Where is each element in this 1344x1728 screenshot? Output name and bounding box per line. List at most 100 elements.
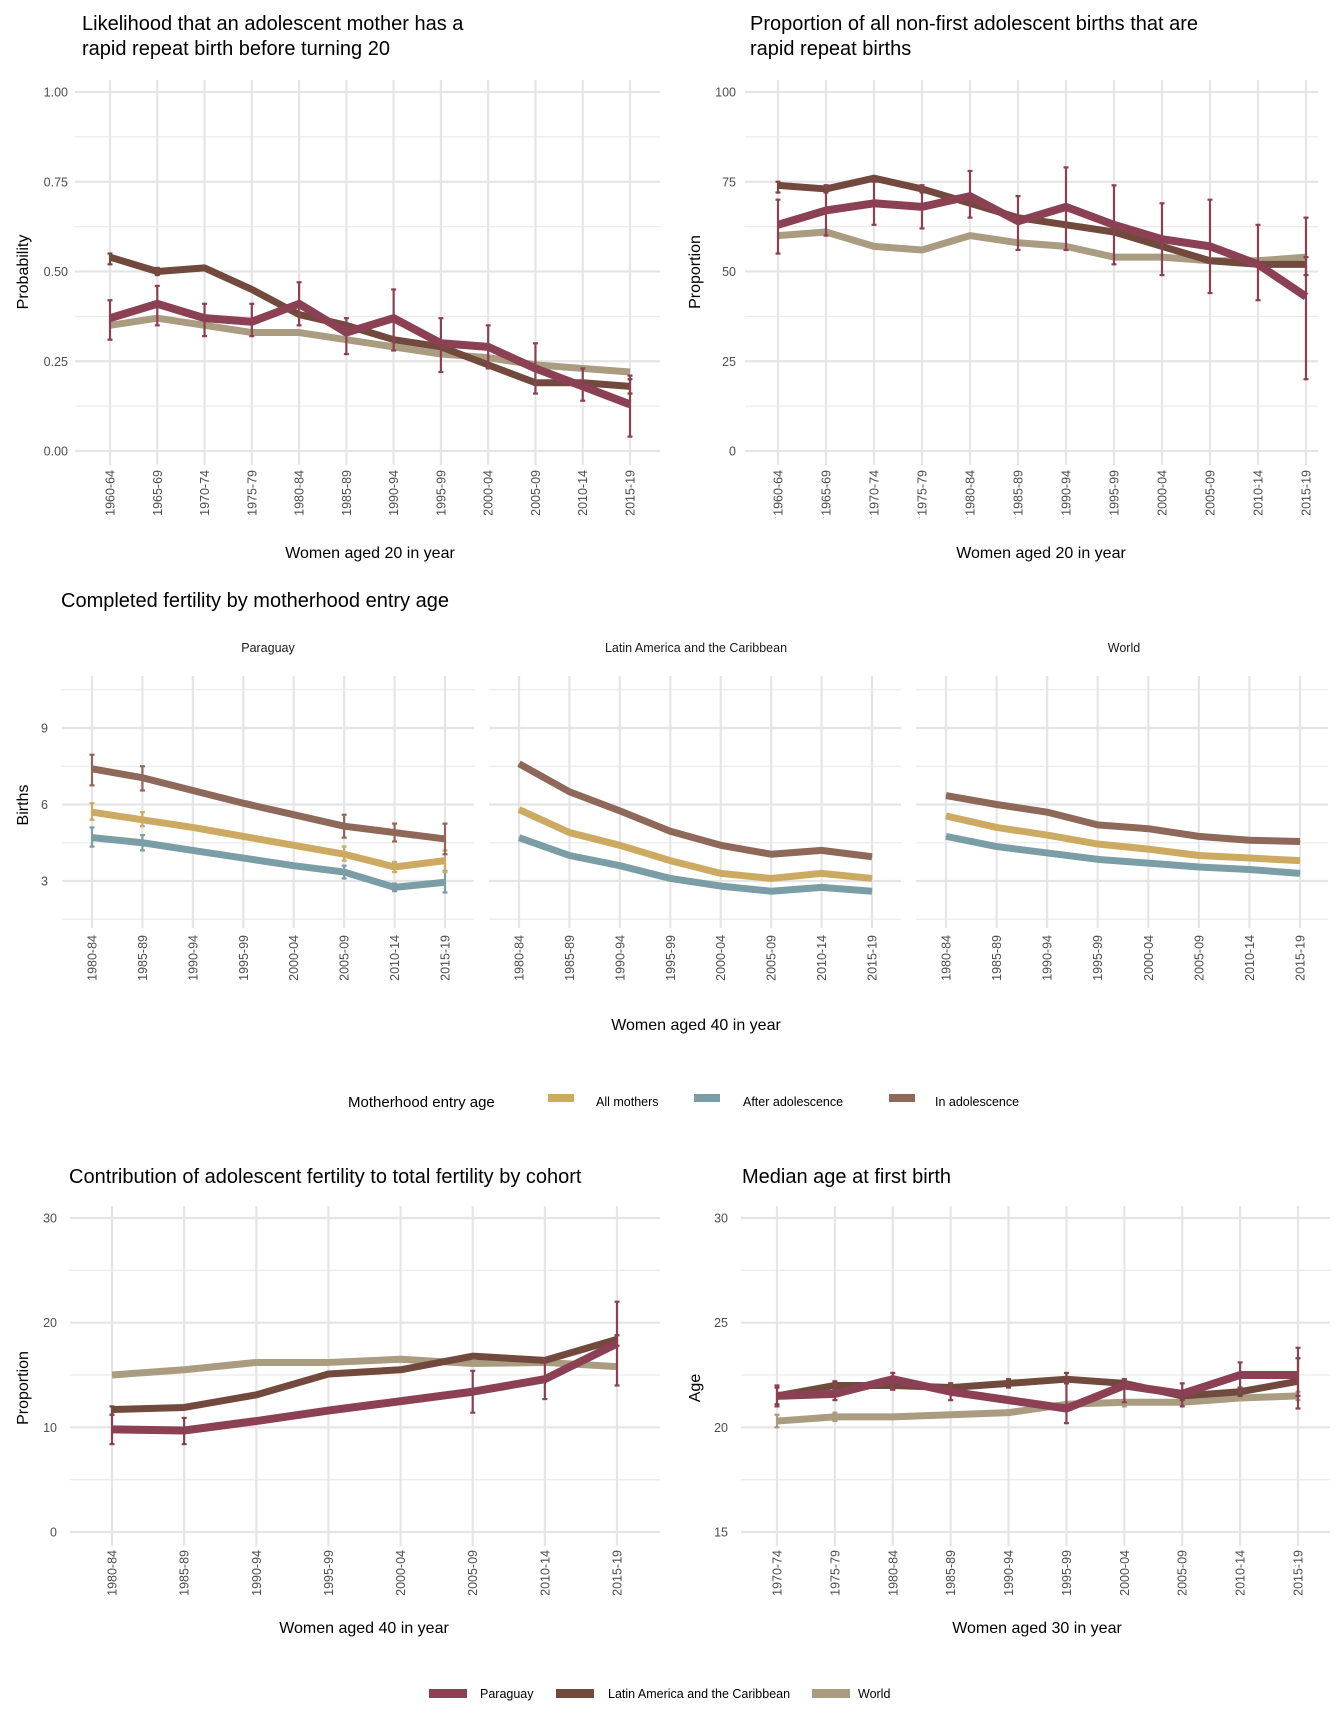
error-bar [341,813,347,839]
legend-label-lac: Latin America and the Caribbean [608,1687,790,1701]
error-bar [341,845,347,862]
plot-panel: 1980-84 1985-89 1990-94 1995-99 2000-04 2005-… [916,676,1328,981]
error-bar [139,811,145,828]
error-bar [109,1413,115,1446]
error-bar [442,822,448,856]
error-bar [948,1382,954,1402]
legend-region: Paraguay Latin America and the Caribbean… [429,1687,890,1701]
x-axis-title: Women aged 20 in year [285,545,455,562]
x-tick-label: 2000-04 [1156,470,1170,516]
data-point [293,814,295,816]
y-tick-label: 0 [729,445,736,459]
data-point [1147,828,1149,830]
series-line-paraguay [108,299,632,409]
x-tick-label: 2005-09 [1176,1550,1190,1596]
x-tick-label: 2010-14 [388,935,402,981]
y-tick-label: 25 [722,355,736,369]
plot-panel: 0.00 0.25 0.50 0.75 1.00 1960-64 1965-69 1970-7… [44,80,660,516]
y-tick-label: 9 [41,722,48,736]
y-axis-title: Proportion [687,235,704,309]
x-tick-label: 1980-84 [86,935,100,981]
y-tick-label: 20 [43,1316,57,1330]
data-point [669,830,671,832]
data-point [518,837,520,839]
x-tick-label: 1975-79 [245,470,259,516]
error-bar [890,1371,896,1391]
x-tick-label: 1990-94 [613,935,627,981]
data-point [871,877,873,879]
data-point [400,1400,402,1402]
error-bar [1063,166,1069,252]
x-tick-label: 1985-89 [944,1550,958,1596]
x-tick-label: 1990-94 [1060,470,1074,516]
y-axis-title: Age [687,1374,704,1403]
error-bar [1121,1378,1127,1404]
data-point [192,849,194,851]
error-bar [919,184,925,230]
data-point [298,332,300,334]
y-tick-label: 10 [43,1421,57,1435]
data-point [1147,862,1149,864]
data-point [720,872,722,874]
x-tick-label: 2010-14 [576,470,590,516]
error-bar [542,1358,548,1401]
y-axis-title: Probability [15,235,32,310]
error-bar [343,317,349,356]
error-bar [774,1384,780,1408]
data-point [1097,843,1099,845]
data-point [1008,1412,1010,1414]
y-tick-label: 100 [715,86,736,100]
error-bar [1295,1346,1301,1410]
y-tick-label: 0 [50,1526,57,1540]
x-tick-label: 1995-99 [434,470,448,516]
data-point [1147,848,1149,850]
series-paraguay [775,166,1309,381]
chart-adolescent-contribution: Contribution of adolescent fertility to … [15,1166,660,1637]
y-tick-label: 75 [722,175,736,189]
x-tick-label: 1975-79 [916,470,930,516]
series-in-adolescence [89,753,448,856]
data-point [669,860,671,862]
series-all-mothers [89,802,448,874]
data-point [996,846,998,848]
error-bar [249,302,255,338]
legend-label-all-mothers: All mothers [596,1095,659,1109]
data-point [921,249,923,251]
error-bar [532,342,538,395]
series-in-adolescence [945,792,1301,845]
error-bar [627,374,633,438]
x-tick-label: 1965-69 [151,470,165,516]
data-point [969,235,971,237]
x-tick-label: 2005-09 [1204,470,1218,516]
data-point [255,1394,257,1396]
error-bar [614,1300,620,1387]
error-bar [1179,1382,1185,1408]
error-bar [1006,1378,1012,1389]
series-line-paraguay [776,192,1309,300]
x-tick-label: 2015-19 [1292,1550,1306,1596]
data-point [770,877,772,879]
data-point [1097,824,1099,826]
data-point [1008,1399,1010,1401]
x-tick-label: 1985-89 [1012,470,1026,516]
y-tick-label: 50 [722,265,736,279]
data-point [1097,858,1099,860]
series-line-in-adolescence [517,760,873,861]
y-tick-label: 6 [41,798,48,812]
chart-rapid-repeat-likelihood: Likelihood that an adolescent mother has… [15,13,660,562]
error-bar [1207,198,1213,295]
series-line-after-adolescence [517,834,873,895]
x-tick-label: 2005-09 [529,470,543,516]
x-tick-label: 1960-64 [104,470,118,516]
chart-title-line-1: Likelihood that an adolescent mother has… [82,13,464,35]
x-tick-label: 1995-99 [1060,1550,1074,1596]
x-tick-label: 2000-04 [1118,1550,1132,1596]
x-axis-title: Women aged 40 in year [279,1620,449,1637]
x-tick-label: 1970-74 [868,470,882,516]
error-bar [774,1413,780,1429]
x-tick-label: 1990-94 [387,470,401,516]
y-tick-label: 0.00 [44,445,68,459]
error-bar [775,180,781,194]
x-tick-label: 2000-04 [482,470,496,516]
data-point [192,789,194,791]
